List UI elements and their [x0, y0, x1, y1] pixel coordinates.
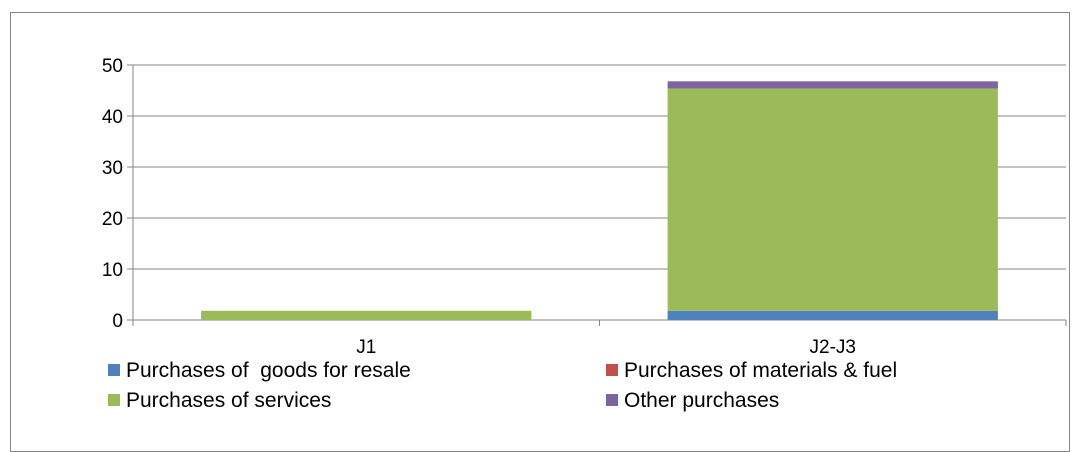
bar-segment-J2-J3-2 — [667, 88, 998, 311]
bar-segment-J1-2 — [201, 310, 532, 320]
x-tick-labels: J1 J2-J3 — [356, 337, 856, 358]
legend-label-1: Purchases of materials & fuel — [624, 359, 897, 382]
y-tick-label-10: 10 — [102, 260, 123, 281]
x-tick-label-J2-J3: J2-J3 — [810, 337, 856, 358]
legend-swatch-3 — [606, 394, 618, 406]
legend-label-2: Purchases of services — [126, 389, 331, 412]
y-tick-label-30: 30 — [102, 158, 123, 179]
legend-label-3: Other purchases — [624, 389, 779, 412]
y-tick-label-50: 50 — [102, 56, 123, 77]
legend-label-0: Purchases of goods for resale — [126, 359, 411, 382]
bar-segment-J2-J3-0 — [667, 310, 998, 320]
y-tick-labels: 0 10 20 30 40 50 — [102, 56, 123, 332]
legend-swatch-1 — [606, 364, 618, 376]
legend: Purchases of goods for resale Purchases o… — [108, 359, 897, 412]
stacked-bar-chart: 0 10 20 30 40 50 J1 J2-J3 Purchases of goods f… — [102, 56, 1067, 412]
y-tick-label-40: 40 — [102, 107, 123, 128]
bar-segment-J2-J3-3 — [667, 81, 998, 89]
legend-swatch-0 — [108, 364, 120, 376]
y-tick-label-20: 20 — [102, 209, 123, 230]
x-tick-label-J1: J1 — [356, 337, 376, 358]
y-tick-label-0: 0 — [112, 311, 123, 332]
legend-swatch-2 — [108, 394, 120, 406]
bars — [201, 81, 998, 320]
